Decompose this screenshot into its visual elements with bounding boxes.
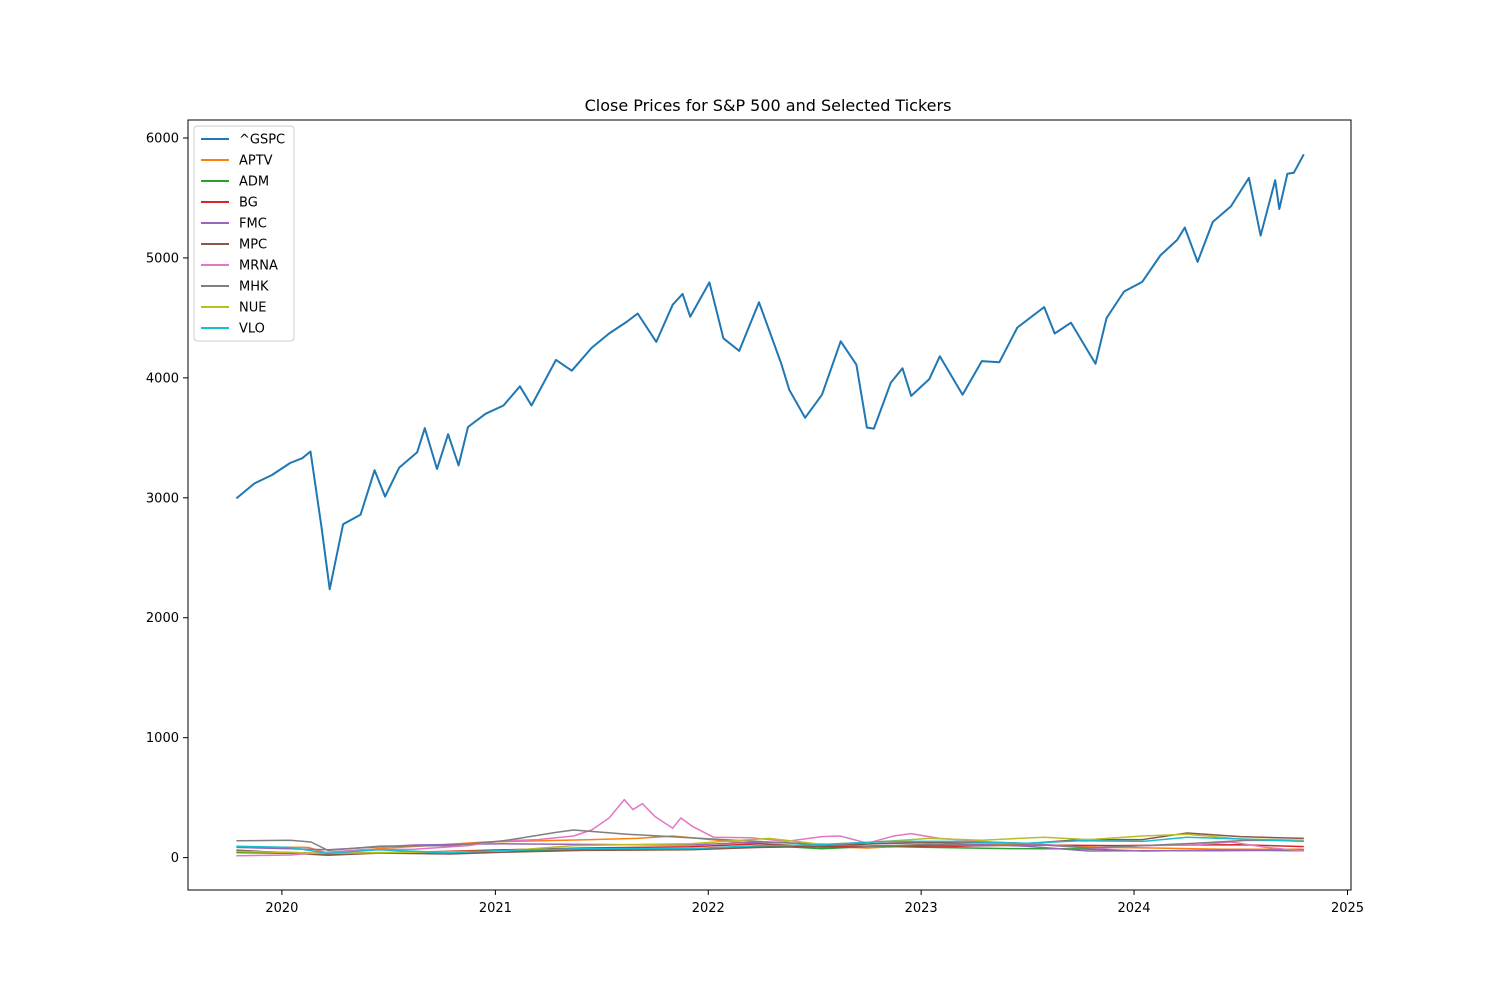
legend-label: NUE <box>239 301 266 316</box>
legend-label: MHK <box>239 280 269 295</box>
x-tick-label: 2020 <box>265 901 298 916</box>
y-tick-label: 2000 <box>146 611 179 626</box>
y-axis: 0 1000 2000 3000 4000 5000 6000 <box>146 131 188 866</box>
plot-frame <box>187 119 1352 891</box>
y-tick-label: 4000 <box>146 371 179 386</box>
x-tick-label: 2021 <box>479 901 512 916</box>
x-tick-label: 2024 <box>1117 901 1150 916</box>
legend-label: MPC <box>239 238 267 253</box>
y-tick-label: 6000 <box>146 131 179 146</box>
series-line-gspc <box>235 153 1305 591</box>
legend-label: FMC <box>239 217 267 232</box>
x-tick-label: 2023 <box>905 901 938 916</box>
x-tick-label: 2022 <box>692 901 725 916</box>
legend-label: MRNA <box>239 259 278 274</box>
x-tick-label: 2025 <box>1331 901 1364 916</box>
legend-label: APTV <box>239 154 273 169</box>
legend-label: ^GSPC <box>239 133 285 148</box>
series-line-mpc <box>236 832 1304 856</box>
legend-label: VLO <box>239 322 265 337</box>
y-tick-label: 0 <box>171 851 179 866</box>
y-tick-label: 1000 <box>146 731 179 746</box>
legend-label: BG <box>239 196 258 211</box>
series-line-vlo <box>236 836 1304 855</box>
legend-label: ADM <box>239 175 269 190</box>
series-line-mhk <box>236 829 1304 852</box>
chart-title: Close Prices for S&P 500 and Selected Ti… <box>585 96 952 115</box>
y-tick-label: 5000 <box>146 251 179 266</box>
legend-box <box>193 125 295 342</box>
x-axis: 2020 2021 2022 2023 2024 2025 <box>265 890 1364 916</box>
legend: ^GSPC APTV ADM BG FMC MPC MRNA MHK NUE VLO <box>193 125 295 342</box>
y-tick-label: 3000 <box>146 491 179 506</box>
series-layer <box>235 153 1305 857</box>
